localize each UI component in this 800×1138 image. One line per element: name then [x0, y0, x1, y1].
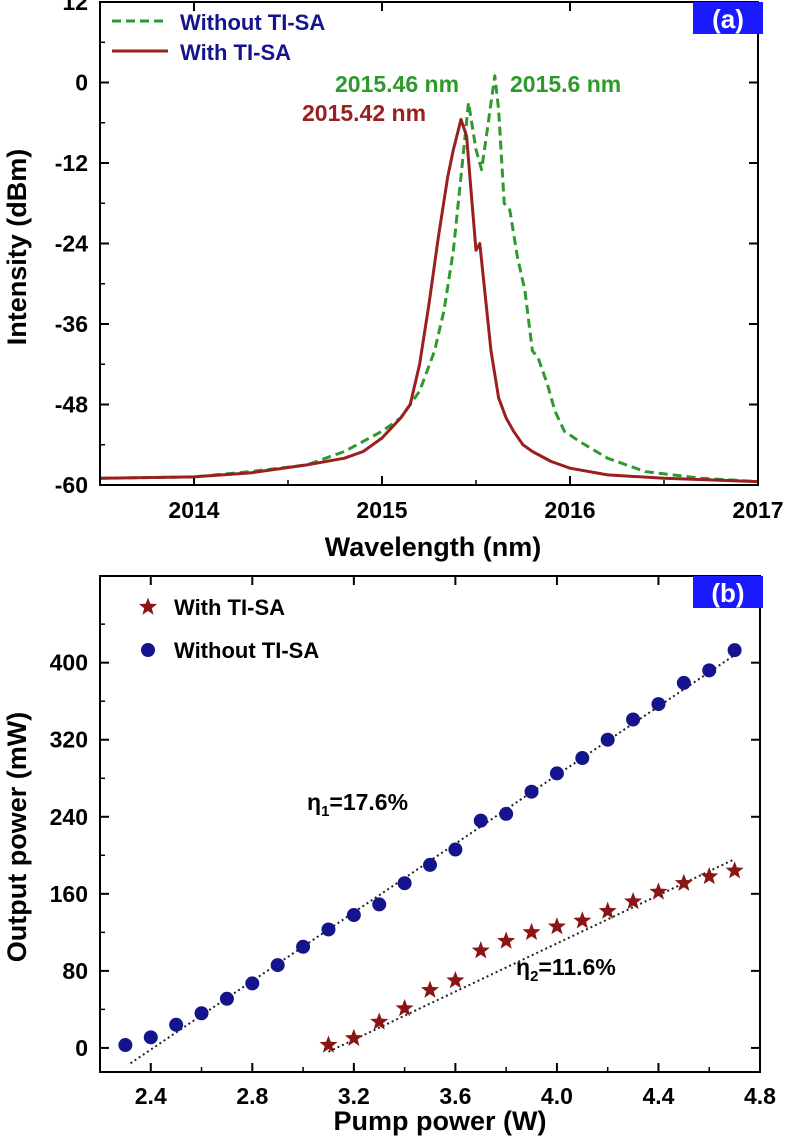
data-point-without-ti-sa [651, 697, 666, 712]
x-tick-label-b: 4.4 [642, 1083, 674, 1109]
panel-b-tag-bg [693, 576, 763, 608]
x-tick-label-b: 2.8 [236, 1083, 268, 1109]
data-point-with-ti-sa [420, 980, 440, 998]
panel-a-tag-bg [693, 2, 763, 34]
panel-b-points [118, 643, 744, 1053]
y-tick-label-a: -12 [55, 150, 88, 176]
y-tick-label-a: 0 [75, 70, 88, 96]
data-point-without-ti-sa [219, 991, 234, 1006]
panel-a: 2014 2015 2016 2017 12 0 -12 -24 -36 -48 -60 (a) W… [2, 0, 784, 562]
peak-label-2015-46: 2015.46 nm [335, 71, 459, 97]
y-tick-label-a: -36 [55, 311, 88, 337]
data-point-with-ti-sa [395, 998, 414, 1017]
peak-label-2015-6: 2015.6 nm [510, 71, 621, 97]
peak-label-2015-42: 2015.42 nm [302, 100, 426, 126]
data-point-without-ti-sa [270, 958, 285, 973]
y-tick-label-a: 12 [62, 0, 88, 15]
x-tick-label-b: 4.8 [744, 1083, 776, 1109]
panel-a-ticks: 2014 2015 2016 2017 12 0 -12 -24 -36 -48 -60 [55, 0, 784, 523]
y-tick-label-a: -48 [55, 392, 88, 418]
panel-b-plot-frame [99, 575, 761, 1073]
panel-a-plot-frame [99, 1, 759, 486]
data-point-with-ti-sa [547, 917, 566, 935]
panel-a-series [99, 74, 759, 484]
panel-b-ticks: 2.4 2.8 3.2 3.6 4.0 4.4 4.8 0 80 160 240 320 400 [50, 576, 776, 1109]
x-tick-label-b: 2.4 [135, 1083, 167, 1109]
data-point-without-ti-sa [372, 897, 387, 912]
data-point-with-ti-sa [725, 861, 744, 879]
x-tick-label-a: 2016 [544, 497, 595, 523]
x-tick-label-a: 2017 [732, 497, 783, 523]
data-point-with-ti-sa [319, 1035, 338, 1053]
legend-with-label-b: With TI-SA [174, 595, 285, 620]
data-point-without-ti-sa [676, 675, 691, 690]
data-point-with-ti-sa [522, 922, 541, 941]
eta2-label: η2=11.6% [516, 954, 616, 985]
data-point-without-ti-sa [296, 939, 311, 954]
y-tick-label-b: 80 [62, 958, 88, 984]
data-point-without-ti-sa [321, 922, 336, 937]
panel-b: 2.4 2.8 3.2 3.6 4.0 4.4 4.8 0 80 160 240 320 400 (b)… [2, 575, 776, 1136]
data-point-without-ti-sa [626, 712, 641, 727]
data-point-with-ti-sa [700, 866, 719, 885]
panel-a-tag: (a) [712, 4, 744, 34]
data-point-with-ti-sa [370, 1012, 389, 1030]
y-tick-label-b: 320 [50, 727, 88, 753]
data-point-without-ti-sa [118, 1038, 133, 1053]
data-point-without-ti-sa [575, 751, 590, 766]
panel-b-tag: (b) [711, 578, 744, 608]
x-tick-label-b: 3.2 [338, 1083, 370, 1109]
legend-with-marker [138, 597, 158, 615]
x-tick-label-a: 2014 [168, 497, 219, 523]
panel-a-ylabel: Intensity (dBm) [2, 149, 32, 346]
data-point-without-ti-sa [194, 1006, 209, 1021]
panel-a-xlabel: Wavelength (nm) [325, 532, 542, 562]
data-point-without-ti-sa [727, 643, 742, 658]
legend-without-marker [141, 643, 155, 657]
data-point-with-ti-sa [624, 892, 643, 910]
data-point-with-ti-sa [649, 882, 668, 900]
data-point-without-ti-sa [549, 766, 564, 781]
data-point-with-ti-sa [471, 941, 490, 959]
data-point-with-ti-sa [674, 873, 693, 891]
data-point-without-ti-sa [397, 876, 412, 891]
data-point-with-ti-sa [446, 971, 465, 989]
y-tick-label-b: 0 [75, 1035, 88, 1061]
data-point-without-ti-sa [473, 813, 488, 828]
data-point-without-ti-sa [524, 784, 539, 799]
data-point-with-ti-sa [497, 931, 516, 949]
data-point-without-ti-sa [600, 732, 615, 747]
y-tick-label-a: -24 [55, 231, 88, 257]
x-tick-label-b: 4.0 [541, 1083, 573, 1109]
data-point-without-ti-sa [702, 663, 717, 678]
data-point-without-ti-sa [423, 857, 437, 872]
x-tick-label-a: 2015 [356, 497, 407, 523]
data-point-without-ti-sa [499, 806, 514, 821]
data-point-with-ti-sa [344, 1028, 363, 1046]
legend-without-label-b: Without TI-SA [174, 638, 319, 663]
data-point-with-ti-sa [573, 911, 592, 929]
data-point-without-ti-sa [448, 842, 463, 857]
fit-line-with-ti-sa [328, 858, 736, 1053]
panel-b-xlabel: Pump power (W) [334, 1106, 547, 1136]
y-tick-label-b: 400 [50, 650, 88, 676]
y-tick-label-a: -60 [55, 472, 88, 498]
panel-b-ylabel: Output power (mW) [2, 712, 32, 962]
data-point-without-ti-sa [346, 908, 361, 923]
legend-with-label: With TI-SA [180, 40, 291, 65]
series-line-without-ti-sa [99, 74, 759, 484]
legend-without-label: Without TI-SA [180, 10, 325, 35]
data-point-with-ti-sa [598, 901, 617, 919]
data-point-without-ti-sa [169, 1017, 184, 1032]
series-line-with-ti-sa [99, 117, 759, 484]
y-tick-label-b: 160 [50, 881, 88, 907]
data-point-without-ti-sa [245, 976, 260, 991]
eta1-label: η1=17.6% [307, 789, 408, 820]
data-point-without-ti-sa [143, 1030, 158, 1045]
y-tick-label-b: 240 [50, 804, 88, 830]
x-tick-label-b: 3.6 [439, 1083, 471, 1109]
legend-star-icon [138, 597, 158, 615]
